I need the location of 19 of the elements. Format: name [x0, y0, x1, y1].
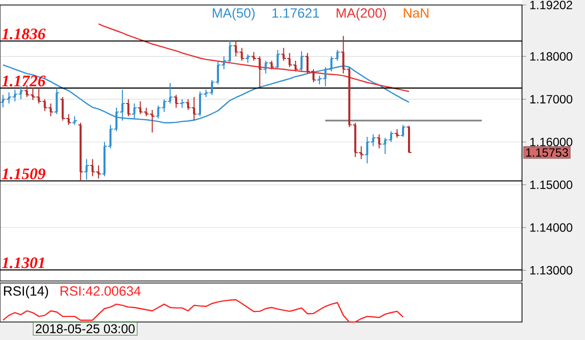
- text: 1.15753: [526, 148, 568, 157]
- y-tick-label: 1.16000: [530, 138, 572, 146]
- y-tick-label: 1.17000: [530, 94, 572, 104]
- text: MA(200): [336, 8, 386, 20]
- ref-line-label: 1.1836: [2, 28, 46, 40]
- text: MA(50): [212, 8, 255, 20]
- text: 2018-05-25 03:00: [36, 324, 135, 334]
- y-tick-label: 1.14000: [530, 223, 572, 232]
- y-tick-label: 1.13000: [530, 266, 572, 275]
- ref-line-label: 1.1301: [2, 257, 44, 268]
- chart-title: RSI(14): [4, 286, 48, 298]
- annotation: 1.17621: [272, 8, 319, 18]
- y-tick-label: 1.19202: [530, 0, 572, 10]
- y-tick-label: 1.18000: [530, 52, 572, 61]
- ref-line-label: 1.1509: [2, 168, 46, 180]
- series-label: RSI:42.00634: [60, 286, 141, 296]
- annotation: NaN: [404, 8, 428, 18]
- ref-line-label: 1.1726: [2, 76, 46, 86]
- y-tick-label: 1.15000: [530, 180, 572, 190]
